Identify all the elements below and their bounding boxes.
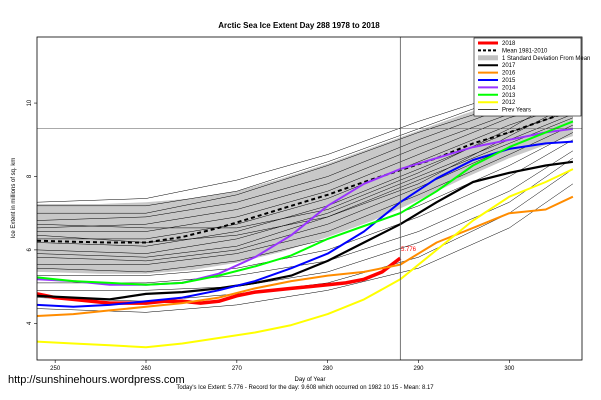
x-tick-label: 270 (232, 366, 243, 372)
series-line-2017 (37, 160, 574, 301)
prev-year-line (37, 99, 573, 232)
watermark-url: http://sunshinehours.wordpress.com (8, 374, 185, 386)
prev-year-line (37, 139, 574, 276)
legend-label: 2014 (502, 85, 516, 91)
series-line-2013 (37, 120, 574, 286)
legend-label: 2015 (502, 78, 516, 84)
plot-frame (36, 36, 583, 361)
x-tick-label: 280 (323, 366, 334, 372)
series-line-2016 (37, 195, 574, 317)
prev-year-line (37, 102, 574, 243)
std-deviation-band (37, 82, 573, 274)
prev-year-line (37, 183, 574, 313)
series-line-mean-1981-2010 (37, 109, 574, 244)
marker-label: 5.776 (401, 247, 417, 253)
series-line-2012 (37, 168, 574, 349)
legend-label: Mean 1981-2010 (502, 48, 548, 54)
x-tick-label: 300 (504, 366, 515, 372)
legend-label: 2017 (502, 63, 516, 69)
series-line-2015 (37, 140, 573, 308)
x-tick-label: 290 (413, 366, 424, 372)
legend-label: 2012 (502, 100, 516, 106)
chart-title: Arctic Sea Ice Extent Day 288 1978 to 20… (218, 21, 380, 30)
series-line-2018 (37, 256, 402, 305)
prev-year-line (37, 124, 574, 265)
y-tick-label: 6 (27, 248, 33, 252)
prev-year-line (37, 102, 573, 240)
y-axis-label: Ice Extent in millions of sq. km (11, 158, 17, 239)
legend-label: 1 Standard Deviation From Mean (502, 56, 590, 62)
x-axis-label: Day of Year (294, 377, 325, 383)
legend-label: Prev Years (502, 108, 531, 114)
prev-year-line (37, 157, 574, 291)
y-tick-label: 10 (27, 99, 33, 106)
y-tick-label: 8 (27, 174, 33, 178)
x-tick-label: 250 (50, 366, 61, 372)
legend-label: 2016 (502, 71, 516, 77)
legend-label: 2013 (502, 93, 516, 99)
legend-swatch (478, 55, 498, 61)
x-tick-label: 260 (141, 366, 152, 372)
footer-text: Today's Ice Extent: 5.776 - Record for t… (176, 385, 434, 391)
legend-label: 2018 (502, 41, 516, 47)
y-tick-label: 4 (27, 321, 33, 325)
